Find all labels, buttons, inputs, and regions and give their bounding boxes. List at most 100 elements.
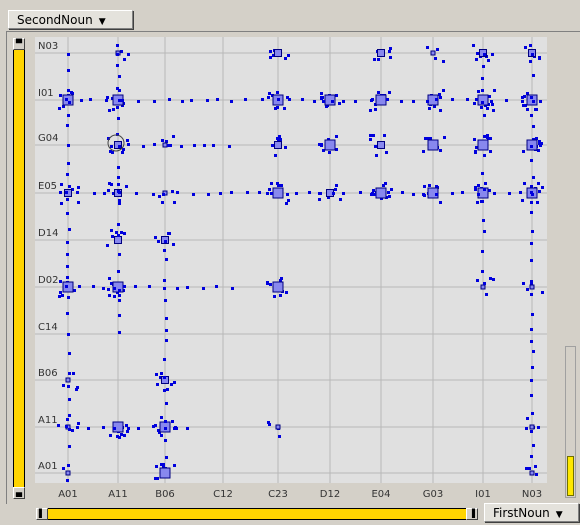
data-point[interactable] bbox=[524, 104, 527, 107]
data-point[interactable] bbox=[433, 105, 436, 108]
data-point[interactable] bbox=[320, 92, 323, 95]
data-point[interactable] bbox=[117, 234, 120, 237]
data-point[interactable] bbox=[107, 137, 110, 140]
data-point[interactable] bbox=[66, 276, 69, 279]
data-point[interactable] bbox=[165, 456, 168, 459]
data-point[interactable] bbox=[87, 427, 90, 430]
data-point[interactable] bbox=[77, 422, 80, 425]
data-point[interactable] bbox=[107, 288, 110, 291]
data-point[interactable] bbox=[287, 54, 290, 57]
data-point[interactable] bbox=[525, 427, 528, 430]
data-point[interactable] bbox=[118, 199, 121, 202]
data-point[interactable] bbox=[487, 59, 490, 62]
data-point[interactable] bbox=[532, 176, 535, 179]
data-point[interactable] bbox=[338, 102, 341, 105]
data-point-cluster[interactable] bbox=[155, 372, 176, 391]
data-point[interactable] bbox=[117, 166, 120, 169]
data-point[interactable] bbox=[278, 135, 281, 138]
data-point[interactable] bbox=[320, 143, 323, 146]
data-point[interactable] bbox=[285, 291, 288, 294]
data-point-cluster[interactable] bbox=[269, 49, 290, 60]
data-point[interactable] bbox=[164, 420, 167, 423]
data-point[interactable] bbox=[269, 283, 272, 286]
data-point[interactable] bbox=[354, 100, 357, 103]
data-point[interactable] bbox=[71, 188, 74, 191]
data-point[interactable] bbox=[116, 133, 119, 136]
data-point[interactable] bbox=[160, 372, 163, 375]
data-point[interactable] bbox=[246, 191, 249, 194]
data-point[interactable] bbox=[530, 282, 533, 285]
data-point[interactable] bbox=[526, 92, 529, 95]
data-point[interactable] bbox=[434, 57, 437, 60]
data-point[interactable] bbox=[215, 285, 218, 288]
data-point-cluster[interactable] bbox=[318, 135, 338, 154]
data-point[interactable] bbox=[308, 191, 311, 194]
data-point[interactable] bbox=[110, 145, 113, 148]
data-point[interactable] bbox=[116, 106, 119, 109]
data-point[interactable] bbox=[335, 135, 338, 138]
data-point[interactable] bbox=[162, 463, 165, 466]
data-point[interactable] bbox=[474, 186, 477, 189]
data-point[interactable] bbox=[89, 98, 92, 101]
data-point[interactable] bbox=[388, 195, 391, 198]
data-point[interactable] bbox=[335, 94, 338, 97]
data-point[interactable] bbox=[258, 191, 261, 194]
data-point[interactable] bbox=[65, 425, 68, 428]
data-point[interactable] bbox=[68, 352, 71, 355]
data-point[interactable] bbox=[68, 428, 71, 431]
data-point[interactable] bbox=[461, 191, 464, 194]
data-point[interactable] bbox=[68, 414, 71, 417]
data-point[interactable] bbox=[108, 182, 111, 185]
data-point[interactable] bbox=[284, 57, 287, 60]
data-point[interactable] bbox=[274, 107, 277, 110]
data-point[interactable] bbox=[322, 149, 325, 152]
data-point[interactable] bbox=[439, 96, 442, 99]
data-point[interactable] bbox=[164, 299, 167, 302]
data-point[interactable] bbox=[117, 270, 120, 273]
data-point-marker[interactable] bbox=[159, 467, 171, 479]
data-point[interactable] bbox=[261, 98, 264, 101]
data-point[interactable] bbox=[123, 58, 126, 61]
data-point[interactable] bbox=[483, 154, 486, 157]
data-point[interactable] bbox=[115, 231, 118, 234]
data-point[interactable] bbox=[125, 424, 128, 427]
data-point[interactable] bbox=[162, 193, 165, 196]
data-point[interactable] bbox=[480, 106, 483, 109]
data-point[interactable] bbox=[112, 108, 115, 111]
data-point[interactable] bbox=[113, 295, 116, 298]
data-point[interactable] bbox=[492, 278, 495, 281]
data-point[interactable] bbox=[531, 53, 534, 56]
data-point[interactable] bbox=[472, 44, 475, 47]
data-point[interactable] bbox=[108, 277, 111, 280]
data-point[interactable] bbox=[280, 184, 283, 187]
data-point[interactable] bbox=[171, 420, 174, 423]
data-point[interactable] bbox=[60, 183, 63, 186]
data-point-marker[interactable] bbox=[427, 139, 439, 151]
data-point[interactable] bbox=[384, 182, 387, 185]
data-point[interactable] bbox=[159, 376, 162, 379]
data-point[interactable] bbox=[154, 236, 157, 239]
data-point[interactable] bbox=[483, 135, 486, 138]
data-point[interactable] bbox=[530, 96, 533, 99]
data-point-marker[interactable] bbox=[274, 49, 282, 57]
data-point[interactable] bbox=[276, 106, 279, 109]
data-point[interactable] bbox=[280, 277, 283, 280]
data-point-marker[interactable] bbox=[377, 49, 385, 57]
data-point[interactable] bbox=[118, 294, 121, 297]
data-point[interactable] bbox=[424, 137, 427, 140]
data-point[interactable] bbox=[160, 434, 163, 437]
data-point[interactable] bbox=[193, 144, 196, 147]
data-point[interactable] bbox=[526, 108, 529, 111]
data-point-marker[interactable] bbox=[529, 284, 535, 290]
data-point[interactable] bbox=[525, 467, 528, 470]
x-slider-right-handle-icon[interactable]: ▐ bbox=[466, 508, 478, 520]
data-point[interactable] bbox=[474, 188, 477, 191]
data-point[interactable] bbox=[482, 219, 485, 222]
data-point[interactable] bbox=[388, 91, 391, 94]
data-point[interactable] bbox=[117, 223, 120, 226]
data-point[interactable] bbox=[116, 44, 119, 47]
data-point[interactable] bbox=[483, 188, 486, 191]
data-point[interactable] bbox=[127, 143, 130, 146]
data-point[interactable] bbox=[435, 185, 438, 188]
data-point[interactable] bbox=[65, 98, 68, 101]
